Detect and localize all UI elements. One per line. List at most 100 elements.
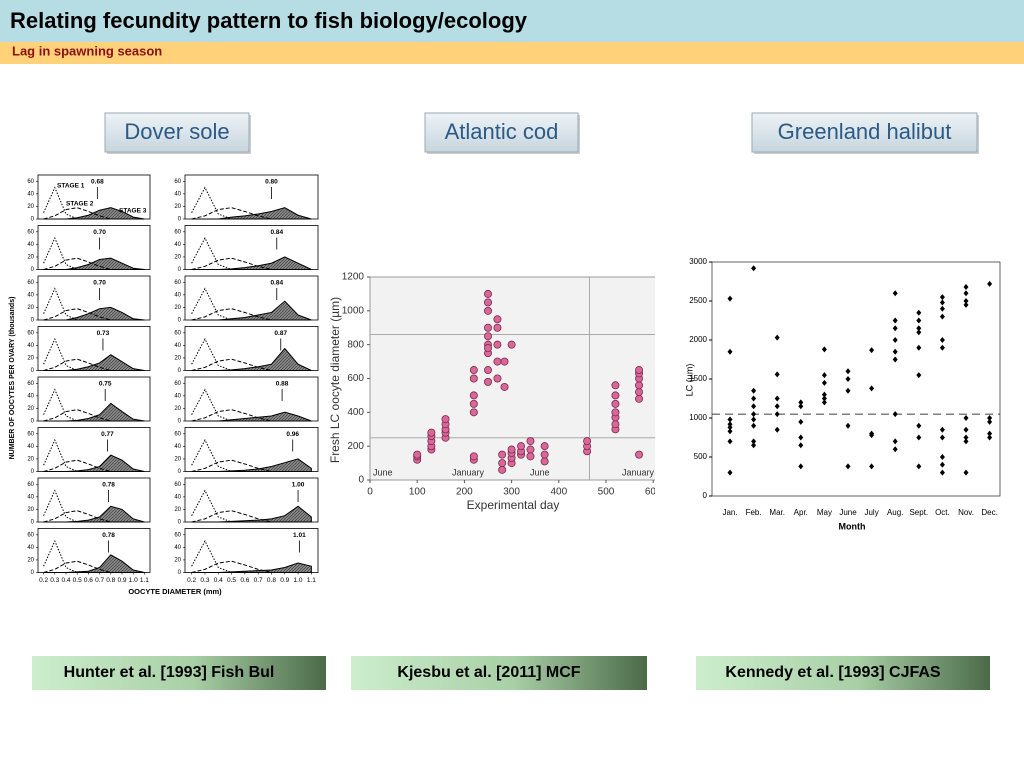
y-tick-label: 40 (27, 292, 34, 298)
point (427, 428, 436, 437)
stage2-line (191, 459, 312, 472)
point (751, 265, 757, 272)
point (611, 408, 620, 417)
stage3-area (43, 354, 145, 371)
mean-label: 1.00 (292, 482, 305, 489)
y-tick-label: 60 (27, 280, 34, 286)
point (821, 395, 827, 402)
point (635, 394, 644, 403)
point (469, 408, 478, 417)
y-tick-label: 20 (27, 255, 34, 261)
mean-label: 0.78 (102, 532, 115, 539)
y-tick-label: 20 (174, 305, 181, 311)
y-tick-label: 60 (174, 179, 181, 185)
y-tick-label: 0 (31, 318, 35, 324)
point (540, 442, 549, 451)
dover-sole-chart: 0 20 40 60 0.68 STAGE 1 STAGE 2 STAGE 3 0 20 40 60 0… (9, 174, 319, 596)
y-tick-label: 0 (178, 267, 182, 273)
mean-label: 0.68 (91, 179, 104, 186)
stage3-area (43, 505, 145, 523)
point (483, 298, 492, 307)
panel-frame (37, 326, 151, 371)
point (869, 385, 875, 392)
stage2-line (43, 510, 145, 523)
y-tick-label: 1500 (689, 374, 707, 383)
point (845, 422, 851, 429)
x-axis-label: Month (839, 521, 866, 531)
panel-frame (184, 174, 319, 220)
point (892, 325, 898, 332)
y-tick-label: 600 (347, 373, 364, 384)
point (798, 463, 804, 470)
stage2-line (43, 560, 145, 573)
point (892, 337, 898, 343)
x-tick-label: 0.4 (61, 577, 70, 584)
y-tick-label: 40 (27, 545, 34, 551)
point (892, 290, 898, 297)
y-tick-label: 1000 (689, 413, 707, 422)
x-tick-label: 1.0 (294, 577, 303, 584)
point (483, 289, 492, 298)
x-tick-label: 0.2 (187, 577, 196, 584)
point (469, 391, 478, 400)
point (469, 374, 478, 383)
season-label: January (622, 467, 655, 477)
point (635, 381, 644, 390)
y-tick-label: 40 (174, 292, 181, 298)
x-tick-label: 1.1 (307, 577, 316, 584)
point (469, 399, 478, 408)
point (611, 391, 620, 400)
y-tick-label: 0 (178, 570, 182, 576)
point (916, 463, 922, 470)
species-label: Greenland halibut (778, 119, 952, 144)
stage3-area (191, 207, 312, 220)
mean-label: 0.84 (270, 280, 283, 287)
header-bar (0, 0, 1024, 42)
y-tick-label: 60 (174, 431, 181, 437)
y-tick-label: 20 (27, 356, 34, 362)
y-tick-label: 40 (27, 393, 34, 399)
y-tick-label: 20 (27, 204, 34, 210)
point (892, 317, 898, 324)
point (939, 454, 945, 460)
point (727, 416, 733, 423)
point (469, 366, 478, 375)
y-tick-label: 0 (358, 475, 364, 486)
stage2-line (191, 510, 312, 523)
title: Relating fecundity pattern to fish biolo… (10, 8, 528, 33)
x-tick-label: 1.0 (129, 577, 138, 584)
mean-label: 0.70 (93, 229, 106, 236)
y-tick-label: 200 (347, 441, 364, 452)
point (869, 463, 875, 470)
citation-box (32, 656, 326, 690)
y-tick-label: 20 (174, 204, 181, 210)
stage2-line (191, 308, 312, 321)
point (963, 298, 969, 304)
point (498, 465, 507, 474)
y-tick-label: 20 (174, 558, 181, 564)
y-tick-label: 40 (174, 545, 181, 551)
point (727, 438, 733, 445)
x-tick-label: 0.8 (106, 577, 115, 584)
y-tick-label: 40 (27, 242, 34, 248)
y-tick-label: 60 (174, 532, 181, 538)
mean-label: 0.84 (270, 229, 283, 236)
x-tick-label: Aug. (887, 508, 903, 517)
point (845, 463, 851, 470)
y-tick-label: 20 (174, 356, 181, 362)
point (583, 437, 592, 446)
point (798, 403, 804, 410)
point (798, 434, 804, 441)
y-tick-label: 20 (174, 457, 181, 463)
point (751, 387, 757, 394)
stage1-line (43, 236, 145, 270)
panel-frame (184, 275, 319, 321)
x-tick-label: 300 (503, 487, 520, 498)
mean-label: 0.70 (93, 280, 106, 287)
x-tick-label: July (864, 508, 878, 517)
stage2-line (191, 358, 312, 371)
point (540, 450, 549, 459)
point (845, 387, 851, 394)
y-tick-label: 0 (31, 570, 35, 576)
